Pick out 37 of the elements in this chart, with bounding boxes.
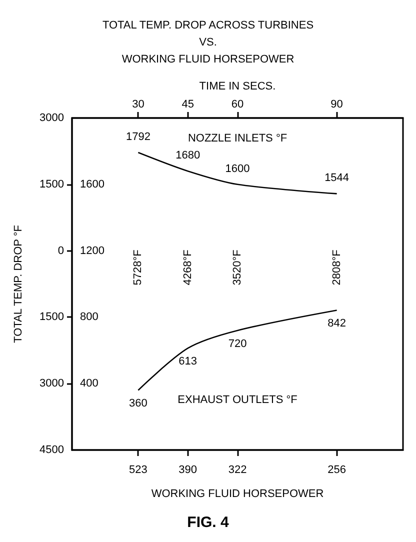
annotation: 322 — [228, 464, 247, 476]
y-tick-label: 1600 — [80, 178, 104, 190]
text: NOZZLE INLETS °F — [188, 132, 288, 145]
y-tick-label: 1200 — [80, 244, 104, 257]
x-tick-label: 30 — [132, 98, 144, 110]
data-label: 1680 — [176, 150, 200, 162]
y2-tick-label: 0 — [58, 244, 64, 257]
x-tick-label: 90 — [330, 98, 343, 110]
y-tick-label: 400 — [80, 378, 98, 390]
data-label: 1792 — [126, 131, 150, 144]
y2-tick-label: 4500 — [40, 444, 64, 456]
text: EXHAUST OUTLETS °F — [178, 394, 298, 406]
caption: FIG. 4 — [187, 514, 230, 531]
annotation: 3520°F — [232, 249, 244, 286]
y2-axis-title: TOTAL TEMP. DROP °F — [12, 224, 24, 343]
data-label: 1600 — [225, 162, 250, 175]
annotation: 390 — [178, 464, 198, 476]
y-tick-label: 800 — [80, 311, 98, 324]
x-axis-title: TIME IN SECS. — [199, 80, 276, 92]
annotation: 2808°F — [330, 249, 343, 286]
annotation: 5728°F — [132, 249, 144, 286]
y2-tick-label: 1500 — [40, 311, 64, 324]
text: WORKING FLUID HORSEPOWER — [151, 488, 324, 500]
y2-tick-label: 1500 — [40, 178, 64, 190]
y2-tick-label: 3000 — [40, 378, 64, 390]
y2-tick-label: 3000 — [40, 112, 64, 124]
annotation: 523 — [129, 464, 148, 476]
annotation: 4268°F — [182, 249, 194, 286]
data-label: 720 — [228, 338, 247, 350]
data-label: 613 — [178, 356, 198, 368]
x-tick-label: 45 — [182, 98, 194, 110]
data-label: 360 — [129, 398, 148, 410]
data-label: 1544 — [324, 172, 350, 184]
annotation: 256 — [328, 464, 346, 476]
data-label: 842 — [328, 318, 346, 330]
chart-title: TOTAL TEMP. DROP ACROSS TURBINES VS. WORKING FLUID HORSEPOWER — [102, 20, 314, 66]
x-tick-label: 60 — [231, 98, 244, 110]
